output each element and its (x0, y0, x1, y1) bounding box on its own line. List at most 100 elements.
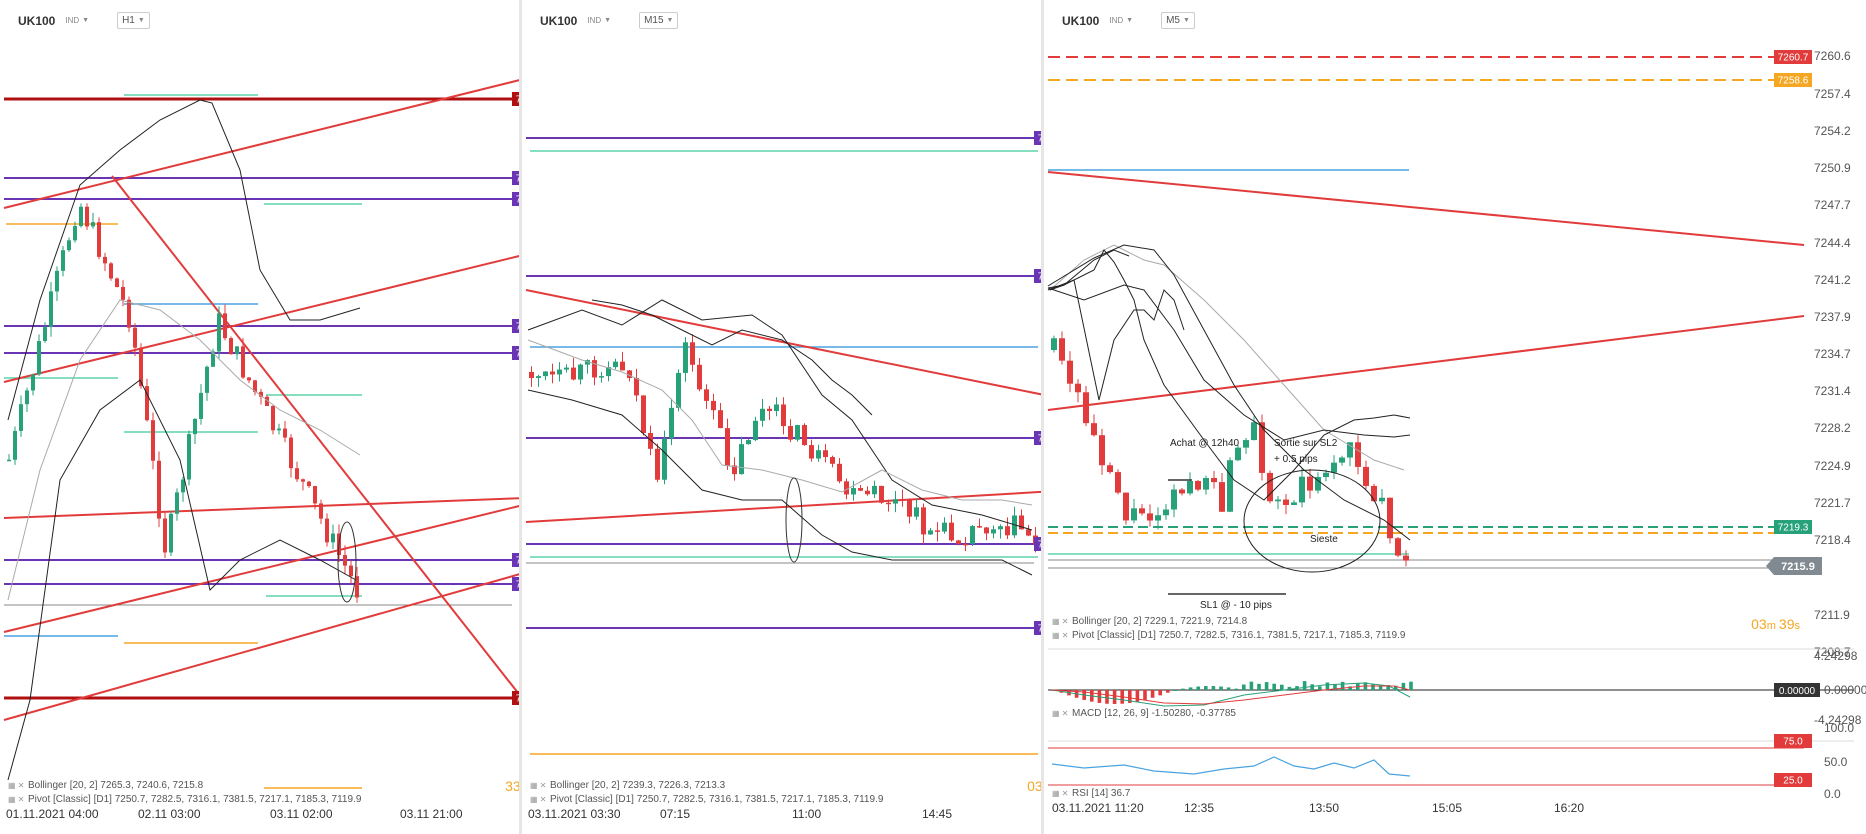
y-axis-label: 7260.6 (1814, 49, 1851, 63)
annotation-ellipse (337, 521, 357, 603)
m5-candle (1339, 457, 1345, 463)
exit-annotation: + 0.5 pips (1274, 454, 1318, 465)
x-axis-label: 03.11.2021 11:20 (1052, 801, 1144, 815)
h1-candle (193, 418, 197, 435)
h1-candle (55, 270, 59, 292)
h1-candle (43, 327, 47, 342)
chart-panel-m15[interactable]: UK100 IND▼ M15▼ 7284.87262.47236.27219.2… (522, 0, 1044, 834)
x-axis-label: 07:15 (660, 807, 690, 821)
m5-candle (1347, 442, 1353, 458)
macd-histogram-bar (1226, 687, 1231, 690)
instrument-type[interactable]: IND ▼ (1109, 16, 1134, 25)
h1-candle (151, 420, 155, 461)
h1-candle (139, 347, 143, 387)
current-price-tag-bg (1766, 557, 1822, 575)
level-tag: 7257.7 (516, 349, 522, 360)
timeframe-select[interactable]: M15 ▼ (639, 12, 679, 29)
bollinger-middle (7, 299, 361, 601)
x-axis-label: 14:45 (922, 807, 952, 821)
bollinger-upper-start (1049, 249, 1130, 291)
m15-candle (837, 463, 842, 482)
y-axis-label: 7221.7 (1814, 496, 1851, 510)
chart-header: UK100 IND ▼ M5 ▼ (1062, 12, 1195, 29)
m15-candle (571, 367, 576, 380)
h1-candle (187, 434, 191, 480)
bollinger-legend: Bollinger [20, 2] 7229.1, 7221.9, 7214.8 (1072, 616, 1248, 627)
h1-candle (133, 327, 137, 348)
m15-candle (865, 490, 870, 495)
chart-panel-m5[interactable]: UK100 IND ▼ M5 ▼ Achat @ 12h40 Sortie sur S… (1044, 0, 1866, 834)
m15-candle (858, 488, 863, 491)
chart-canvas[interactable]: Achat @ 12h40 Sortie sur SL2 + 0.5 pips Sie… (1044, 0, 1866, 834)
m15-candle (1026, 529, 1031, 536)
symbol-label[interactable]: UK100 (18, 13, 56, 28)
instrument-type[interactable]: IND ▼ (65, 16, 90, 25)
macd-histogram-bar (1280, 684, 1284, 690)
pivot-legend: Pivot [Classic] [D1] 7250.7, 7282.5, 731… (28, 794, 362, 805)
m15-candle (676, 372, 681, 408)
level-tag: 7219.2 (1038, 540, 1044, 551)
macd-histogram-bar (1371, 684, 1375, 690)
m5-candle (1371, 485, 1377, 502)
indicator-settings-icon: ▦ ✕ (530, 781, 546, 790)
m5-candle (1083, 392, 1089, 424)
symbol-label[interactable]: UK100 (540, 13, 578, 28)
trendline (1047, 171, 1805, 246)
h1-candle (163, 518, 167, 553)
h1-candle (289, 437, 293, 469)
chart-panel-h1[interactable]: UK100 IND▼ H1▼ 7300.07287.27283.57262.47… (0, 0, 522, 834)
chart-canvas[interactable]: 7300.0 7287.2 7283.5 7262.4 7257.7 7223.1 7219… (0, 0, 522, 834)
m5-candle (1299, 476, 1305, 503)
timeframe-select[interactable]: H1 ▼ (117, 12, 150, 29)
h1-candle (259, 391, 263, 397)
indicator-settings-icon: ▦ ✕ (8, 781, 24, 790)
chevron-down-icon: ▼ (1182, 17, 1190, 24)
m5-candle (1099, 435, 1105, 466)
m15-candle (907, 500, 912, 517)
level-tag: 7260.7 (1778, 53, 1809, 64)
m5-candle (1059, 338, 1065, 361)
level-tag: 7287.2 (516, 174, 522, 185)
h1-candle (13, 430, 17, 460)
macd-histogram-bar (1409, 681, 1413, 690)
level-tag: 7300.0 (516, 95, 522, 106)
m15-candle (886, 502, 891, 505)
m15-candle (767, 408, 772, 411)
bollinger-upper-late (1047, 284, 1411, 441)
m5-candle (1259, 422, 1265, 473)
m15-candle (648, 432, 653, 449)
m15-candle (949, 522, 954, 541)
macd-histogram-bar (1105, 690, 1109, 704)
level-tag: 7205.4 (1038, 624, 1044, 635)
instrument-type[interactable]: IND ▼ (587, 16, 612, 25)
level-tag-bg (512, 171, 519, 185)
m15-candle (529, 372, 534, 378)
m5-candle (1091, 423, 1097, 436)
m15-candle (956, 540, 961, 544)
trendline (3, 255, 519, 383)
level-tag: 7223.1 (516, 556, 522, 567)
level-tag-bg (512, 346, 519, 360)
trendline (3, 573, 519, 721)
m5-candle (1387, 497, 1393, 539)
level-tag-bg (1034, 431, 1041, 445)
bollinger-middle (1049, 244, 1405, 471)
level-tag-bg (1034, 131, 1041, 145)
m15-candle (739, 444, 744, 475)
h1-candle (343, 555, 347, 566)
symbol-label[interactable]: UK100 (1062, 13, 1100, 28)
macd-histogram-bar (1401, 682, 1406, 690)
bollinger-upper-extra (1047, 279, 1185, 401)
m5-candle (1139, 508, 1145, 514)
m5-candle (1051, 338, 1057, 350)
x-axis-label: 03.11 02:00 (270, 807, 333, 821)
x-axis-label: 16:20 (1554, 801, 1584, 815)
m15-candle (970, 526, 975, 544)
m15-candle (732, 465, 737, 475)
chart-canvas[interactable]: 7284.87262.47236.27219.27205.47250.07200… (522, 0, 1044, 834)
trendline (3, 497, 519, 519)
h1-candle (85, 206, 89, 227)
current-price-tag: 7215.9 (1781, 561, 1815, 573)
h1-candle (271, 405, 275, 431)
timeframe-select[interactable]: M5 ▼ (1161, 12, 1195, 29)
